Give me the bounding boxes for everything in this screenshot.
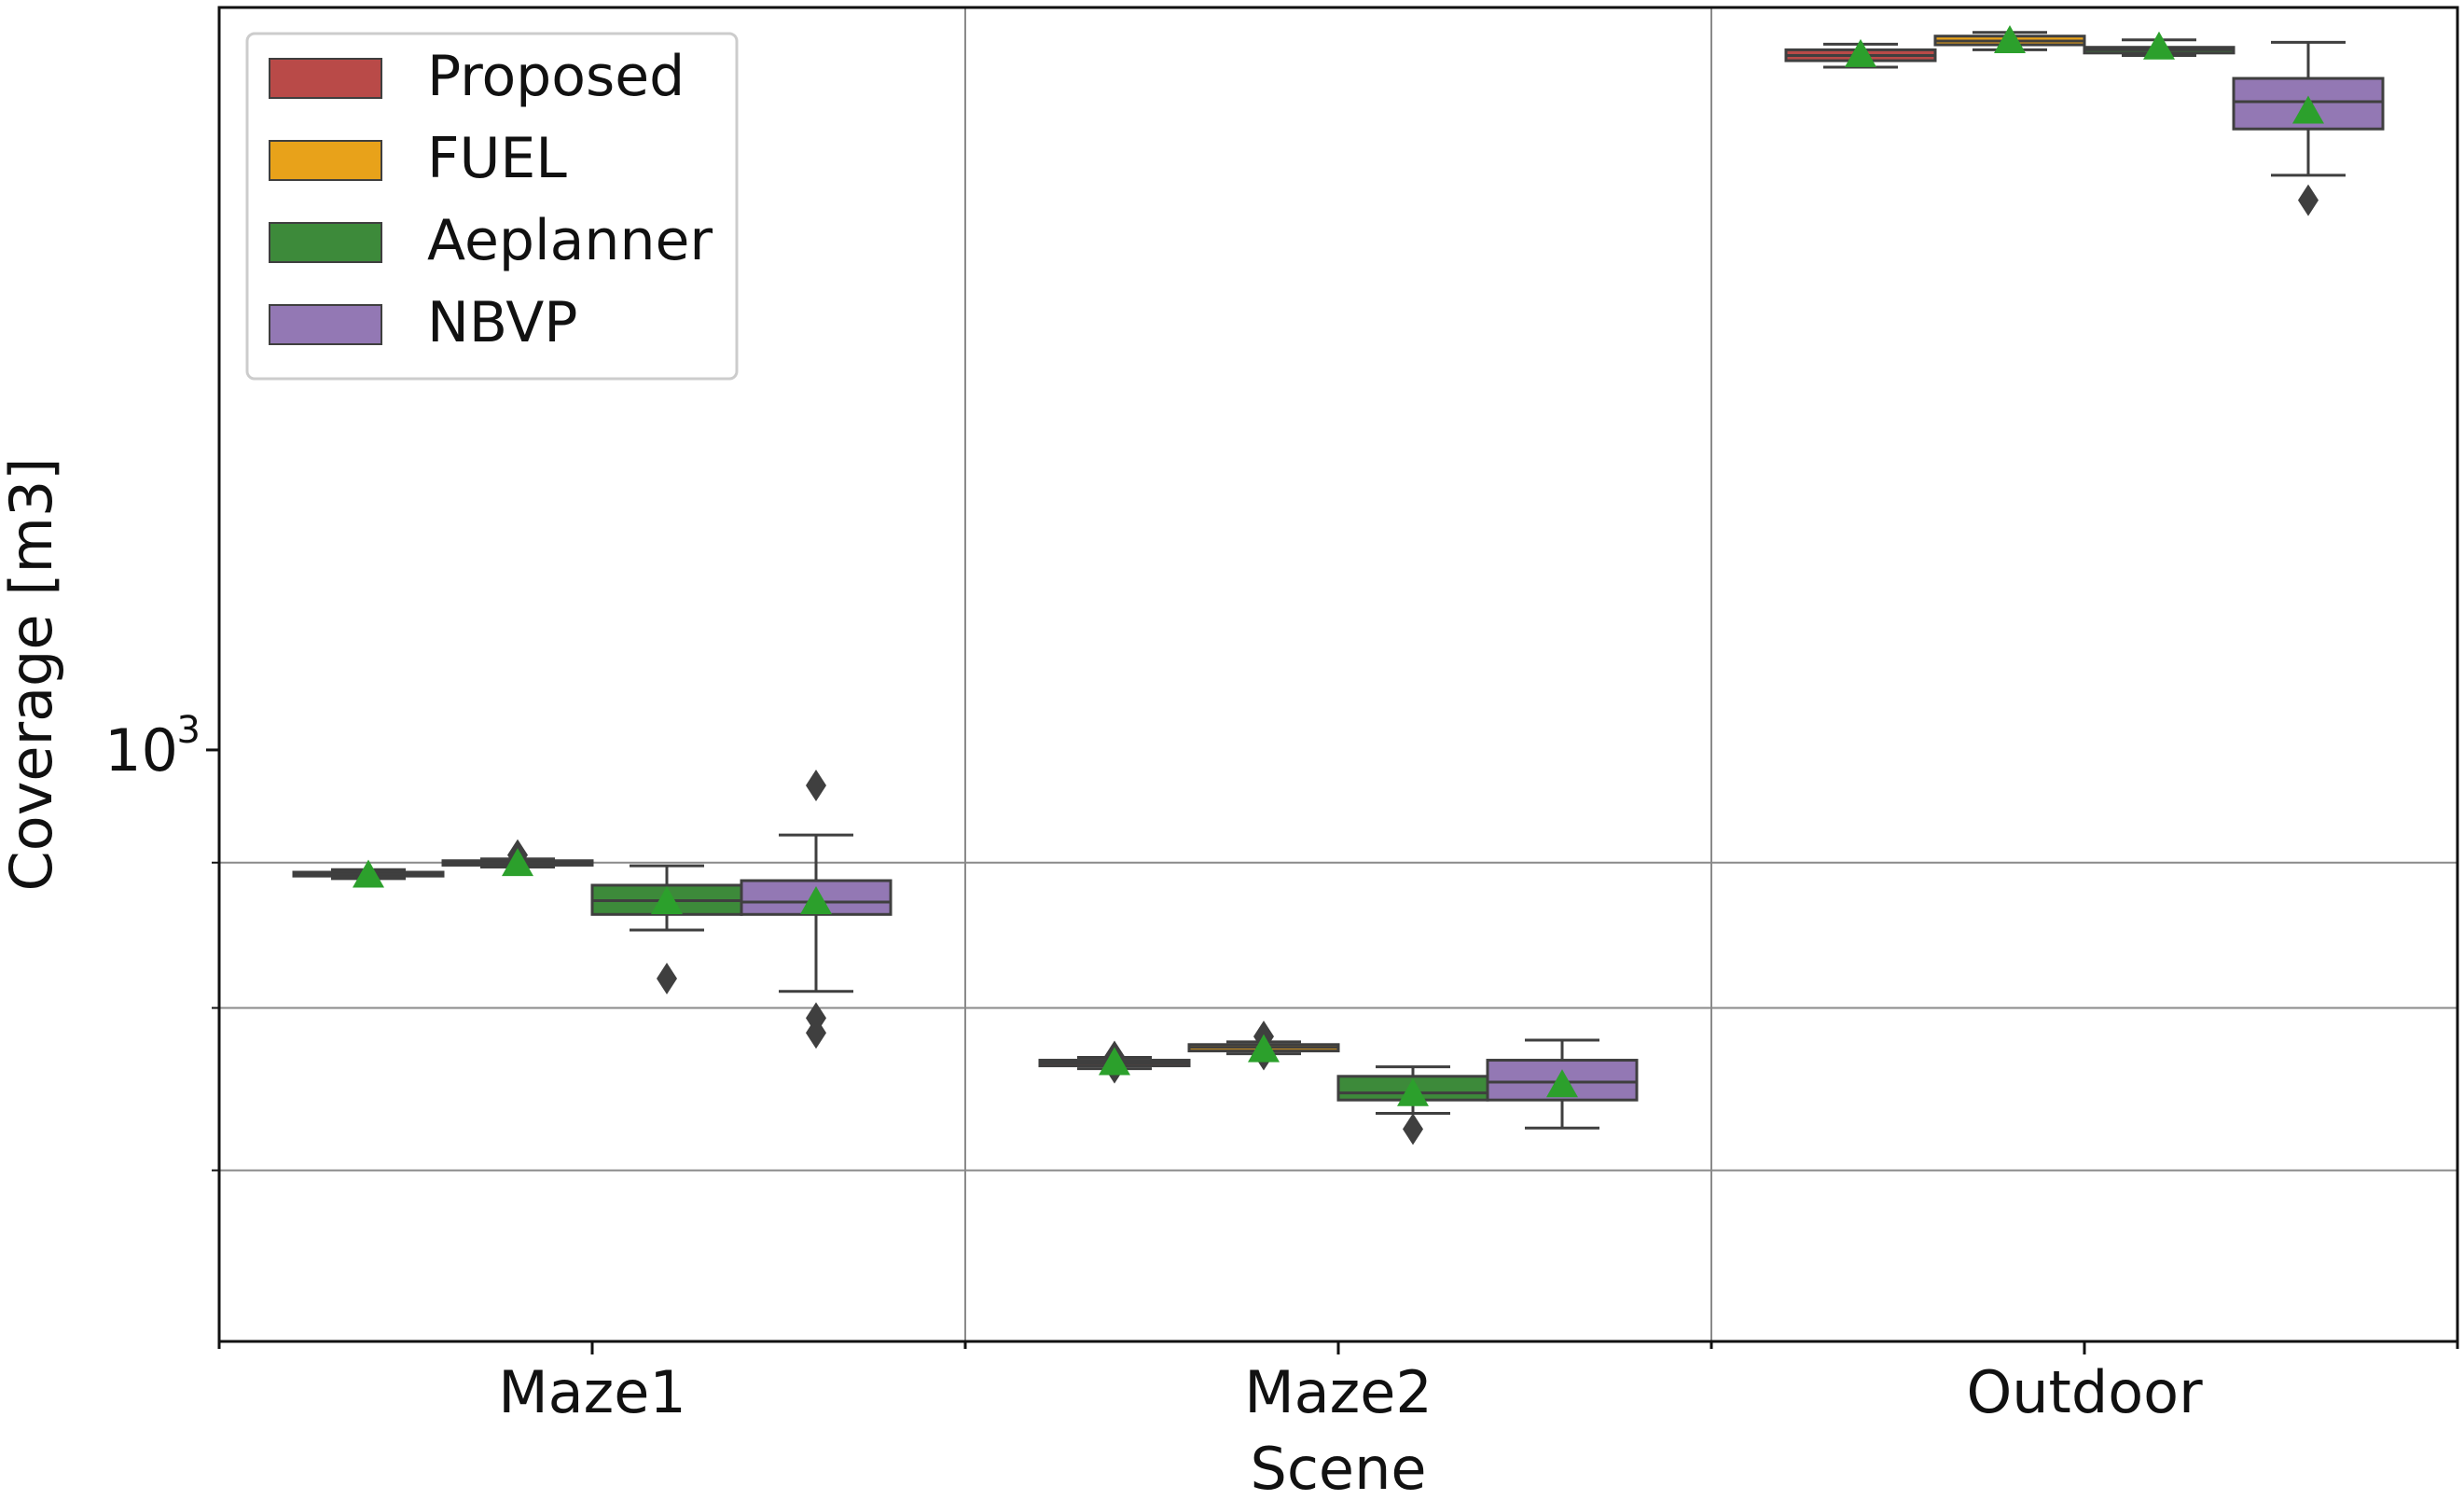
legend: Proposed FUEL Aeplanner NBVP	[245, 32, 739, 381]
box-nbvp-maze1	[740, 770, 893, 1049]
x-axis: Maze1 Maze2 Outdoor	[217, 1341, 2459, 1426]
mean-marker	[1994, 25, 2026, 54]
box-fuel-outdoor	[1933, 25, 2086, 54]
mean-marker	[502, 848, 533, 877]
outlier-marker	[806, 770, 826, 802]
legend-label: Proposed	[427, 44, 685, 109]
legend-item-aeplanner: Aeplanner	[269, 208, 713, 273]
outlier-marker	[657, 962, 677, 994]
box-nbvp-outdoor	[2232, 40, 2385, 216]
x-tick-label-maze1: Maze1	[498, 1358, 686, 1426]
mean-marker	[2143, 31, 2175, 60]
box-aeplanner-maze1	[590, 864, 743, 994]
box-aeplanner-outdoor	[2083, 31, 2236, 60]
outlier-marker	[2298, 184, 2319, 216]
box-aeplanner-maze2	[1336, 1065, 1489, 1146]
mean-marker	[1845, 38, 1876, 67]
box-proposed-maze1	[292, 859, 445, 888]
box-fuel-maze2	[1187, 1021, 1340, 1071]
mean-marker	[2292, 95, 2324, 124]
box-nbvp-maze2	[1486, 1038, 1639, 1130]
legend-label: NBVP	[427, 290, 577, 355]
box-fuel-maze1	[441, 839, 594, 877]
legend-frame	[245, 32, 739, 381]
box-proposed-maze2	[1038, 1040, 1191, 1084]
legend-label: FUEL	[427, 126, 567, 191]
legend-swatch	[269, 58, 382, 99]
box-plot-series	[292, 25, 2385, 1146]
mean-marker	[651, 885, 683, 914]
legend-swatch	[269, 222, 382, 263]
mean-marker	[1546, 1069, 1578, 1098]
outlier-marker	[1403, 1113, 1423, 1146]
y-axis: 103	[104, 709, 219, 1172]
y-tick-label-exponent: 3	[177, 709, 201, 752]
legend-item-proposed: Proposed	[269, 44, 685, 109]
mean-marker	[1248, 1034, 1280, 1062]
outlier-marker	[806, 1017, 826, 1049]
x-tick-label-outdoor: Outdoor	[1966, 1358, 2203, 1426]
mean-marker	[1099, 1047, 1130, 1076]
mean-marker	[353, 859, 384, 888]
box-proposed-outdoor	[1784, 38, 1937, 69]
mean-marker	[800, 885, 832, 914]
x-axis-label: Scene	[1250, 1435, 1426, 1500]
y-axis-label: Coverage [m3]	[0, 458, 65, 892]
y-tick-label: 10	[104, 716, 178, 785]
legend-swatch	[269, 304, 382, 345]
legend-item-fuel: FUEL	[269, 126, 567, 191]
legend-item-nbvp: NBVP	[269, 290, 577, 355]
legend-label: Aeplanner	[427, 208, 713, 273]
mean-marker	[1397, 1077, 1429, 1106]
x-tick-label-maze2: Maze2	[1244, 1358, 1433, 1426]
legend-swatch	[269, 140, 382, 181]
